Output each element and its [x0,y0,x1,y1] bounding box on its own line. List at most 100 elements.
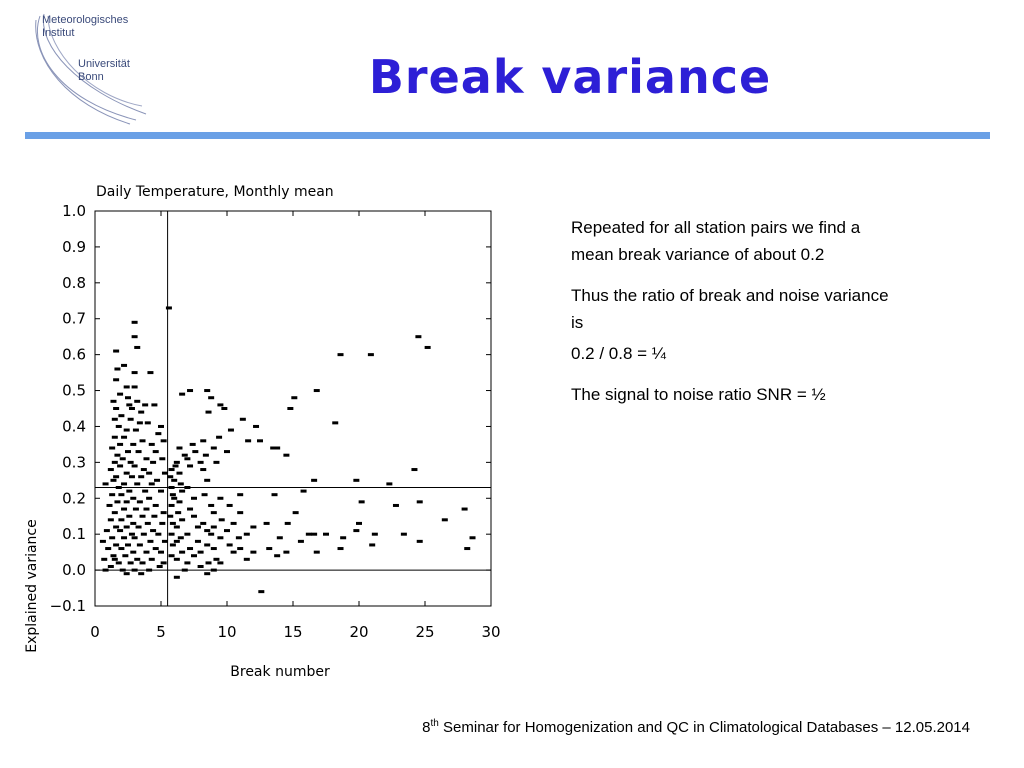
title-divider [25,132,990,139]
data-point [411,468,418,472]
data-point [416,500,423,504]
data-point [113,543,120,547]
data-point [134,399,141,403]
data-point [131,320,138,324]
data-point [200,521,207,525]
note-mean-break-variance: Repeated for all station pairs we find a… [571,218,861,264]
data-point [144,421,151,425]
data-point [216,435,223,439]
data-point [110,399,117,403]
data-point [239,417,246,421]
data-point [292,511,299,515]
data-point [117,392,124,396]
data-point [125,396,131,400]
x-tick-label: 25 [415,623,434,641]
data-point [131,371,138,375]
data-point [371,532,378,536]
data-point [119,568,126,572]
data-point [172,464,179,468]
data-point [184,457,191,461]
data-point [123,525,130,529]
data-point [276,536,283,540]
data-point [131,536,138,540]
data-point [291,396,298,400]
scatter-chart: Daily Temperature, Monthly mean 0 5 10 15 20… [24,184,501,680]
data-point [464,547,471,551]
data-point [113,407,120,410]
data-point [358,500,365,504]
data-point [169,543,176,547]
data-point [121,507,128,511]
data-point [173,525,180,529]
data-point [113,349,120,353]
data-point [107,518,114,522]
data-point [123,500,130,504]
data-point [135,450,142,454]
data-point [158,550,164,554]
data-point [369,543,376,547]
data-point [187,507,194,511]
logo-institute-text: Meteorologisches Institut [42,14,129,39]
data-point [118,414,125,418]
data-point [210,525,217,529]
data-point [284,521,291,525]
data-point [160,561,167,565]
logo-arc-graphic [35,13,147,125]
data-point [102,482,109,486]
data-point [204,389,211,393]
data-point [117,442,124,446]
data-point [210,547,217,551]
data-point [217,403,224,407]
slide-title: Break variance [368,50,772,104]
data-point [147,371,154,375]
data-point [148,557,155,561]
data-point [441,518,448,522]
data-point [173,460,180,464]
data-point [297,539,304,543]
data-point [311,478,318,482]
data-point [165,306,172,310]
data-point [469,536,476,540]
y-tick-label: 0.5 [62,382,86,400]
data-point [119,457,126,461]
data-point [173,557,180,561]
data-point [226,543,233,547]
data-point [340,536,347,540]
data-point [205,410,212,414]
data-point [227,428,234,432]
university-logo: Meteorologisches Institut Universität Bonn [18,10,148,125]
data-point [210,446,217,450]
data-point [353,478,360,482]
data-point [158,424,164,428]
data-point [136,500,143,504]
data-point [134,345,141,349]
y-tick-label: 0.4 [62,417,86,435]
data-point [300,489,307,493]
data-point [117,529,124,533]
data-point [160,511,167,515]
data-point [138,572,145,576]
data-point [101,557,108,561]
data-point [106,503,113,507]
data-point [283,453,290,457]
data-point [148,482,155,486]
data-point [115,561,122,565]
data-point [121,435,128,439]
data-point [200,468,207,472]
footer-ordinal: 8 [422,719,431,736]
data-point [167,514,174,518]
data-point [146,496,153,500]
data-point [152,503,159,507]
data-point [168,554,175,558]
data-point [161,471,168,475]
data-point [125,543,131,547]
data-point [184,532,191,536]
data-point [121,482,128,486]
data-point [127,460,134,464]
data-point [218,518,225,522]
data-point [126,403,133,407]
y-tick-label: 0.0 [62,561,86,579]
data-point [181,453,188,457]
data-point [213,557,220,561]
data-point [204,572,211,576]
